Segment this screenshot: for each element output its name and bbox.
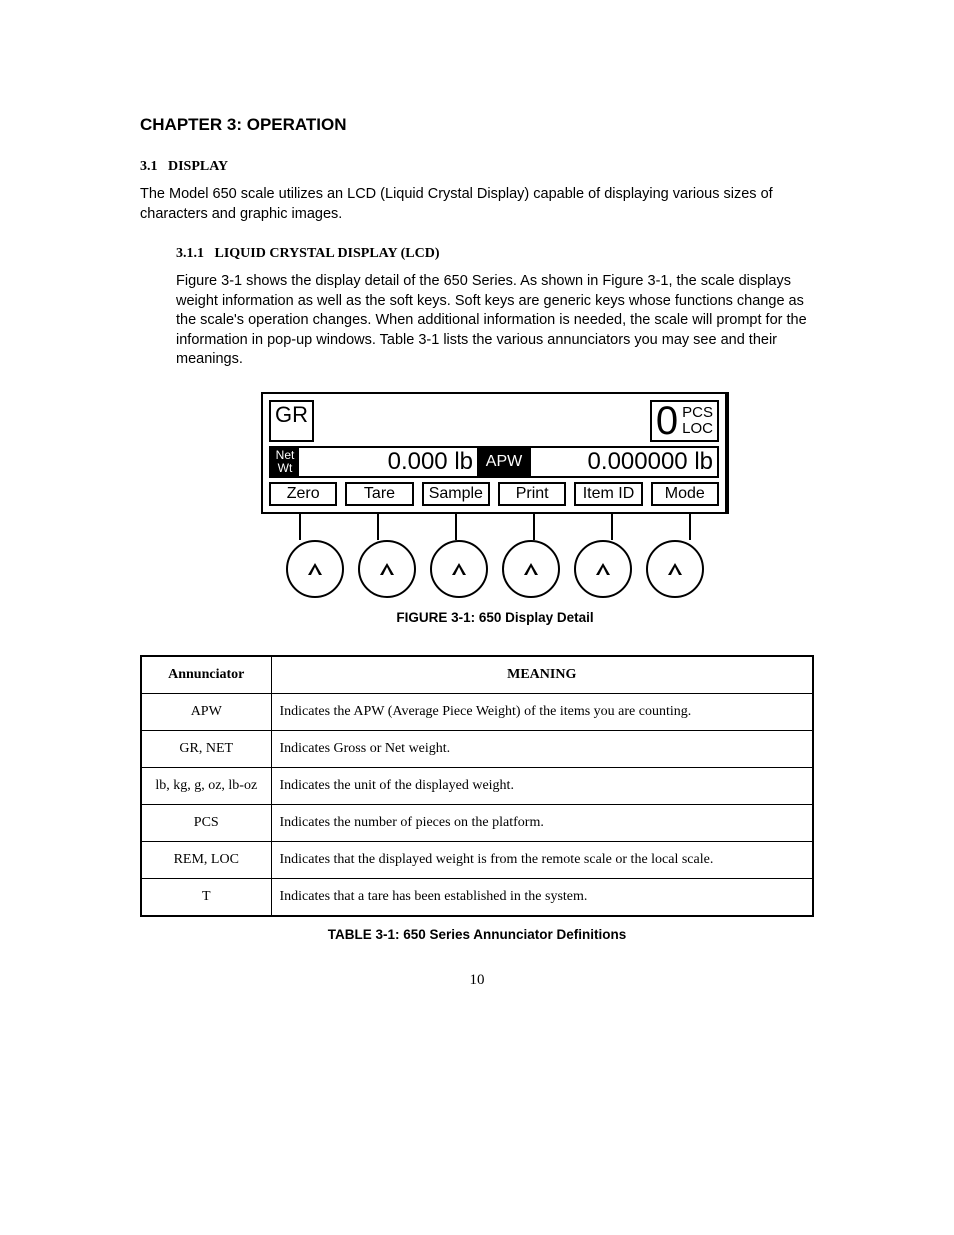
subsection-paragraph: Figure 3-1 shows the display detail of t… — [176, 272, 814, 370]
softkey-item-id[interactable]: Item ID — [574, 482, 642, 506]
softkey-zero[interactable]: Zero — [269, 482, 337, 506]
subsection-number: 3.1.1 — [176, 246, 204, 261]
softkey-print[interactable]: Print — [498, 482, 566, 506]
piece-count-value: 0 — [656, 403, 678, 439]
up-caret-icon — [524, 563, 538, 575]
softkey-tare[interactable]: Tare — [345, 482, 413, 506]
softkey-row: Zero Tare Sample Print Item ID Mode — [269, 482, 719, 506]
piece-count-box: 0 PCS LOC — [650, 400, 719, 442]
section-number: 3.1 — [140, 159, 158, 174]
pcs-annunciator: PCS — [682, 405, 713, 421]
up-caret-icon — [668, 563, 682, 575]
table-row: GR, NETIndicates Gross or Net weight. — [141, 730, 813, 767]
physical-key-5[interactable] — [574, 540, 632, 598]
table-cell: Indicates the unit of the displayed weig… — [271, 767, 813, 804]
physical-key-6[interactable] — [646, 540, 704, 598]
table-caption: TABLE 3-1: 650 Series Annunciator Defini… — [140, 927, 814, 942]
wt-label: Wt — [271, 462, 297, 475]
table-cell: PCS — [141, 804, 271, 841]
table-cell: lb, kg, g, oz, lb-oz — [141, 767, 271, 804]
up-caret-icon — [596, 563, 610, 575]
table-row: TIndicates that a tare has been establis… — [141, 878, 813, 916]
weight-value: 0.000 lb — [299, 446, 479, 478]
table-header-meaning: MEANING — [271, 656, 813, 694]
chapter-title: CHAPTER 3: OPERATION — [140, 115, 814, 135]
figure-caption: FIGURE 3-1: 650 Display Detail — [176, 610, 814, 625]
table-cell: T — [141, 878, 271, 916]
physical-keys-row — [261, 540, 729, 598]
table-cell: Indicates the APW (Average Piece Weight)… — [271, 693, 813, 730]
annunciator-table: Annunciator MEANING APWIndicates the APW… — [140, 655, 814, 917]
table-cell: Indicates that the displayed weight is f… — [271, 841, 813, 878]
up-caret-icon — [308, 563, 322, 575]
table-cell: Indicates Gross or Net weight. — [271, 730, 813, 767]
key-connectors — [261, 512, 729, 540]
subsection-title-text: LIQUID CRYSTAL DISPLAY (LCD) — [215, 246, 440, 261]
apw-value: 0.000000 lb — [531, 446, 719, 478]
table-cell: REM, LOC — [141, 841, 271, 878]
table-cell: Indicates the number of pieces on the pl… — [271, 804, 813, 841]
softkey-sample[interactable]: Sample — [422, 482, 490, 506]
physical-key-3[interactable] — [430, 540, 488, 598]
subsection-heading: 3.1.1 LIQUID CRYSTAL DISPLAY (LCD) — [176, 246, 814, 262]
table-row: APWIndicates the APW (Average Piece Weig… — [141, 693, 813, 730]
table-row: PCSIndicates the number of pieces on the… — [141, 804, 813, 841]
up-caret-icon — [380, 563, 394, 575]
physical-key-1[interactable] — [286, 540, 344, 598]
section-paragraph: The Model 650 scale utilizes an LCD (Liq… — [140, 185, 814, 224]
softkey-mode[interactable]: Mode — [651, 482, 719, 506]
table-header-annunciator: Annunciator — [141, 656, 271, 694]
table-row: REM, LOCIndicates that the displayed wei… — [141, 841, 813, 878]
physical-key-4[interactable] — [502, 540, 560, 598]
loc-annunciator: LOC — [682, 421, 713, 437]
physical-key-2[interactable] — [358, 540, 416, 598]
section-title-text: DISPLAY — [168, 159, 228, 174]
table-cell: GR, NET — [141, 730, 271, 767]
lcd-screen: GR 0 PCS LOC Net Wt 0.000 lb APW 0.00000… — [261, 392, 729, 514]
figure-3-1: GR 0 PCS LOC Net Wt 0.000 lb APW 0.00000… — [176, 392, 814, 625]
section-heading: 3.1 DISPLAY — [140, 159, 814, 175]
up-caret-icon — [452, 563, 466, 575]
table-cell: APW — [141, 693, 271, 730]
table-row: lb, kg, g, oz, lb-ozIndicates the unit o… — [141, 767, 813, 804]
net-weight-annunciator: Net Wt — [269, 446, 299, 478]
apw-annunciator: APW — [479, 446, 531, 478]
page-number: 10 — [140, 972, 814, 989]
table-cell: Indicates that a tare has been establish… — [271, 878, 813, 916]
gr-annunciator: GR — [269, 400, 314, 442]
